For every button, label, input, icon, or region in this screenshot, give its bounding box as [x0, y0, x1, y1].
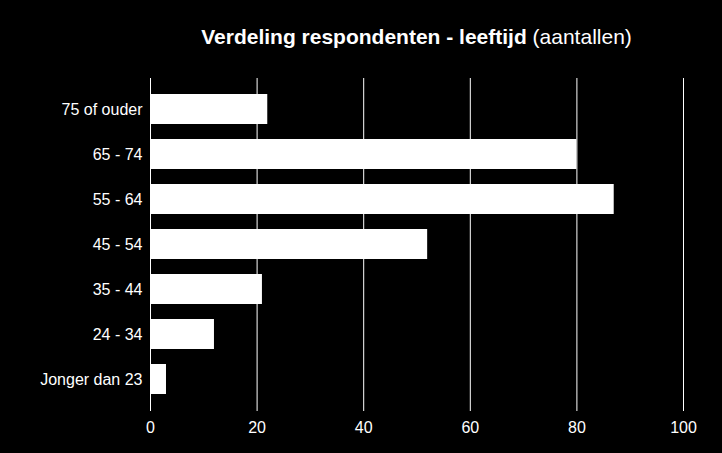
svg-text:0: 0	[146, 419, 155, 436]
svg-text:45 - 54: 45 - 54	[93, 236, 143, 253]
svg-text:40: 40	[355, 419, 373, 436]
svg-text:80: 80	[568, 419, 586, 436]
svg-text:35 - 44: 35 - 44	[93, 281, 143, 298]
svg-text:75 of ouder: 75 of ouder	[62, 101, 144, 118]
svg-text:Jonger dan 23: Jonger dan 23	[40, 371, 142, 388]
svg-text:65 - 74: 65 - 74	[93, 146, 143, 163]
svg-text:60: 60	[461, 419, 479, 436]
svg-text:20: 20	[248, 419, 266, 436]
svg-text:55 - 64: 55 - 64	[93, 191, 143, 208]
svg-text:100: 100	[670, 419, 697, 436]
svg-text:24 - 34: 24 - 34	[93, 326, 143, 343]
html-text:Verdeling respondenten - leeft: Verdeling respondenten - leeftijd (aanta…	[201, 25, 632, 48]
